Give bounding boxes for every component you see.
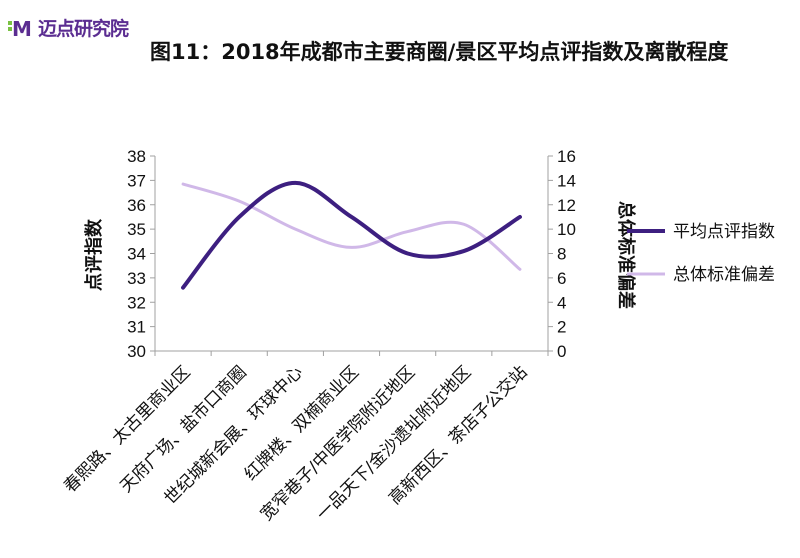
y-tick-label: 35 bbox=[127, 220, 146, 239]
y-tick-label: 38 bbox=[127, 147, 146, 166]
chart-ticks: 30 31 32 33 34 35 36 37 38 0 2 4 6 8 10 12 14 16 bbox=[127, 147, 576, 361]
y2-tick-label: 0 bbox=[557, 342, 566, 361]
category-labels: 春熙路、太古里商业区天府广场、盐市口商圈世纪城新会展、环球中心红牌楼、双楠商业区… bbox=[60, 351, 549, 525]
y2-tick-label: 4 bbox=[557, 293, 566, 312]
logo-mark-letter: M bbox=[12, 17, 32, 39]
y-tick-label: 36 bbox=[127, 196, 146, 215]
y2-tick-label: 16 bbox=[557, 147, 576, 166]
brand-logo: M 迈点研究院 bbox=[8, 14, 129, 41]
y-tick-label: 31 bbox=[127, 318, 146, 337]
y2-axis-title: 总体标准偏差 bbox=[615, 201, 637, 309]
y-tick-label: 34 bbox=[127, 245, 146, 264]
y2-tick-label: 6 bbox=[557, 269, 566, 288]
y2-tick-label: 8 bbox=[557, 245, 566, 264]
series-lines bbox=[181, 180, 522, 290]
logo-text: 迈点研究院 bbox=[38, 18, 129, 40]
y-tick-label: 32 bbox=[127, 293, 146, 312]
chart-axes bbox=[154, 156, 549, 352]
y-tick-label: 37 bbox=[127, 171, 146, 190]
series-line-std-dev bbox=[181, 182, 522, 271]
chart-title: 图11：2018年成都市主要商圈/景区平均点评指数及离散程度 bbox=[150, 40, 729, 64]
legend-label: 平均点评指数 bbox=[673, 222, 775, 242]
y2-tick-label: 2 bbox=[557, 318, 566, 337]
series-line-avg-score bbox=[181, 180, 522, 290]
logo-mark-icon: M bbox=[8, 17, 32, 39]
y-axis-title: 点评指数 bbox=[83, 218, 105, 291]
y-tick-label: 30 bbox=[127, 342, 146, 361]
y2-tick-label: 10 bbox=[557, 220, 576, 239]
y2-tick-label: 12 bbox=[557, 196, 576, 215]
legend-label: 总体标准偏差 bbox=[673, 265, 775, 285]
y-tick-label: 33 bbox=[127, 269, 146, 288]
y2-tick-label: 14 bbox=[557, 171, 576, 190]
